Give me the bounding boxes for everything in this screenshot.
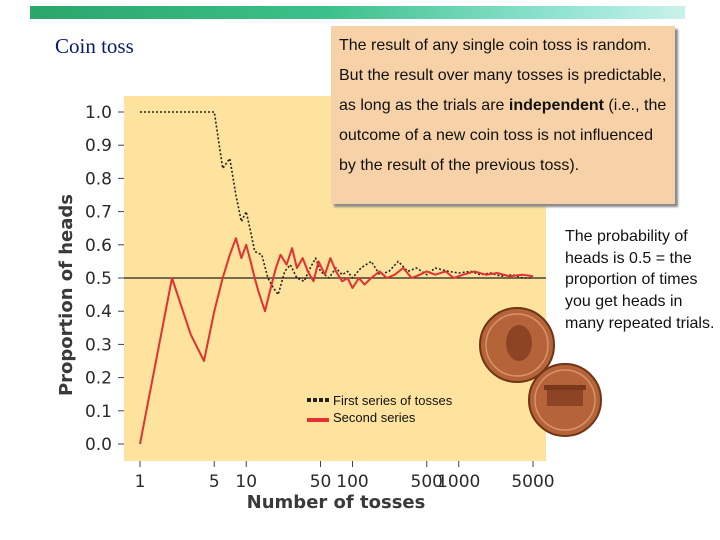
legend-label-second-series: Second series bbox=[333, 410, 416, 425]
legend-label-first-series: First series of tosses bbox=[333, 393, 453, 408]
x-tick-label: 500 bbox=[411, 472, 443, 492]
x-tick-label: 1 bbox=[135, 472, 146, 492]
y-tick-label: 0.1 bbox=[85, 402, 112, 422]
x-tick-label: 1000 bbox=[437, 472, 480, 492]
y-tick-label: 0.8 bbox=[85, 169, 112, 189]
y-tick-label: 0.0 bbox=[85, 435, 112, 455]
x-tick-label: 10 bbox=[235, 472, 257, 492]
y-tick-label: 0.6 bbox=[85, 236, 112, 256]
info-callout: The result of any single coin toss is ra… bbox=[331, 26, 675, 204]
y-tick-label: 0.3 bbox=[85, 335, 112, 355]
legend: First series of tosses Second series bbox=[307, 393, 453, 425]
y-axis-title: Proportion of heads bbox=[56, 194, 77, 396]
y-tick-label: 0.7 bbox=[85, 203, 112, 223]
x-tick-label: 50 bbox=[310, 472, 332, 492]
coins-illustration bbox=[479, 307, 602, 437]
title-accent-bar bbox=[30, 6, 685, 19]
info-text-start: The result of any single coin toss is ra… bbox=[339, 37, 667, 114]
slide-title: Coin toss bbox=[55, 34, 134, 58]
y-tick-label: 1.0 bbox=[85, 103, 112, 123]
info-text-bold: independent bbox=[508, 97, 604, 114]
y-tick-label: 0.5 bbox=[85, 269, 112, 289]
series-line-second bbox=[139, 237, 534, 445]
y-tick-label: 0.9 bbox=[85, 136, 112, 156]
penny-memorial-roof bbox=[544, 385, 586, 390]
info-text-end: (i.e., the outcome of a new coin toss is… bbox=[339, 97, 667, 174]
probability-note: The probability of heads is 0.5 = the pr… bbox=[565, 228, 715, 332]
x-tick-label: 5000 bbox=[511, 472, 554, 492]
y-tick-label: 0.2 bbox=[85, 369, 112, 389]
y-tick-label: 0.4 bbox=[85, 302, 112, 322]
penny-memorial bbox=[547, 390, 583, 406]
x-tick-label: 100 bbox=[336, 472, 368, 492]
penny-coin-back-rim bbox=[534, 369, 596, 431]
x-axis-title: Number of tosses bbox=[247, 492, 426, 513]
x-tick-label: 5 bbox=[209, 472, 220, 492]
penny-portrait bbox=[506, 325, 532, 361]
penny-coin-front-rim bbox=[485, 313, 549, 377]
